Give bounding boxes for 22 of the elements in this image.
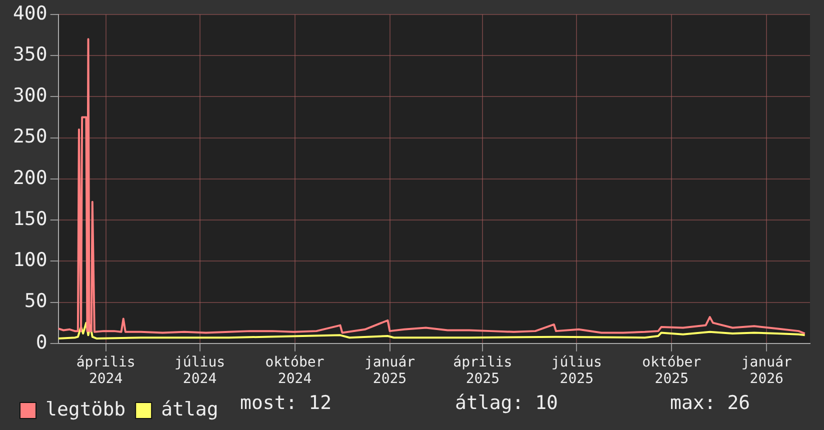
y-tick-label: 400: [12, 2, 48, 24]
text: átlag: 10: [455, 392, 559, 414]
x-tick-label: április 2024: [76, 354, 136, 388]
x-tick-label: április 2025: [453, 354, 512, 388]
y-tick-label: 300: [12, 84, 48, 107]
x-tick-label: július 2025: [551, 354, 602, 388]
y-tick-label: 50: [24, 290, 48, 312]
x-tick-label: január 2025: [364, 354, 416, 388]
legend-label: legtöbb: [46, 398, 126, 420]
y-tick-label: 100: [12, 249, 48, 272]
y-tick-label: 250: [12, 126, 48, 148]
y-tick-label: 350: [12, 43, 48, 66]
y-tick-label: 200: [12, 166, 48, 189]
y-tick-label: 0: [36, 331, 48, 354]
text: most: 12: [240, 392, 333, 414]
y-tick-label: 150: [12, 208, 48, 230]
x-tick-label: október 2025: [642, 354, 702, 388]
x-tick-label: július 2024: [174, 354, 226, 388]
x-tick-label: január 2026: [741, 354, 792, 388]
text: max: 26: [670, 392, 752, 414]
x-tick-label: október 2024: [265, 354, 324, 388]
legend-label: átlag: [161, 398, 218, 420]
